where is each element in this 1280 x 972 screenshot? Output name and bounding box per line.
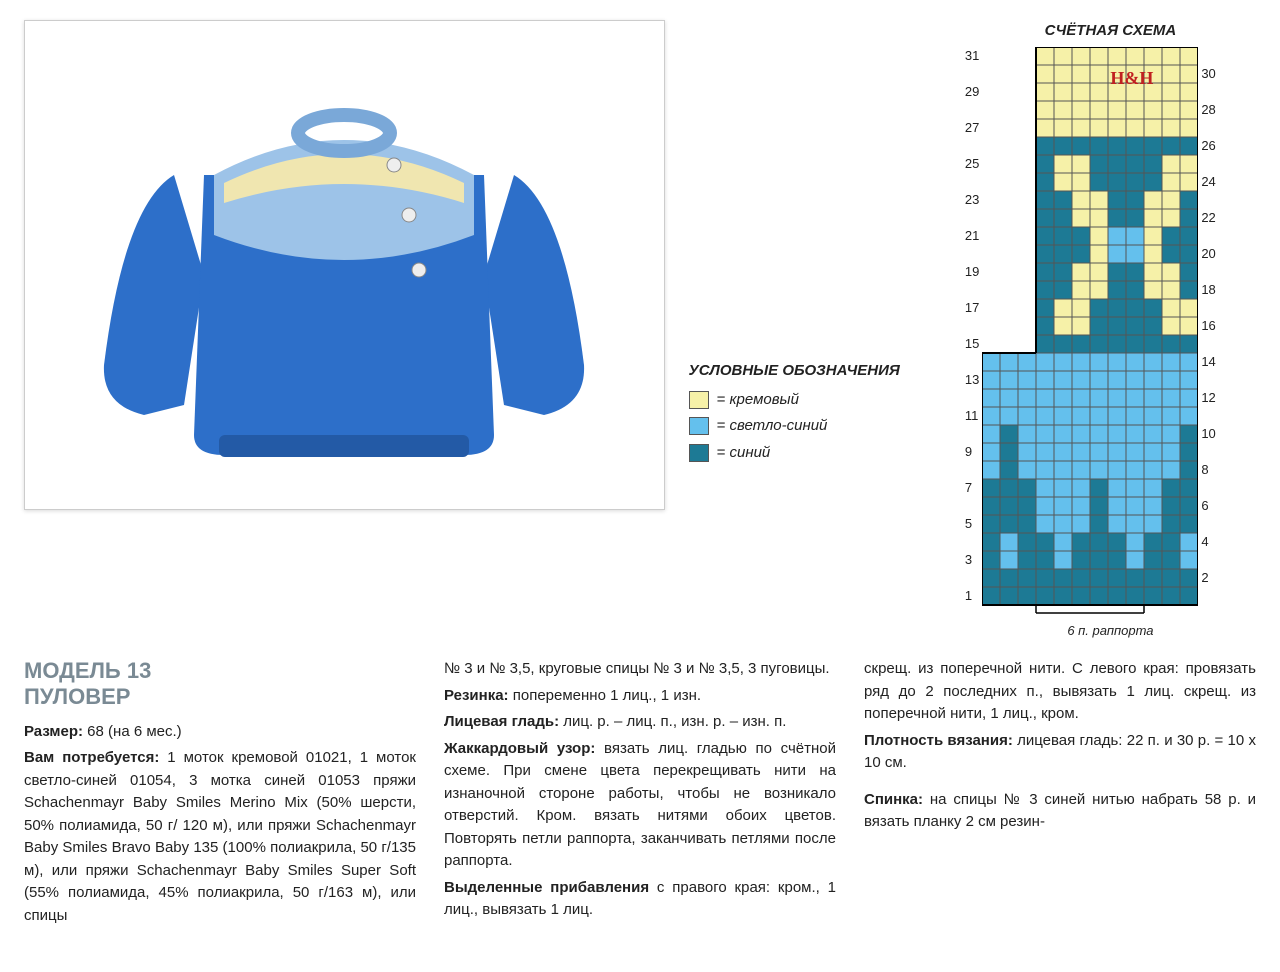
p-increases: Выделенные прибавления с правого края: к… xyxy=(444,877,836,922)
p-materials: Вам потребуется: 1 моток кремовой 01021,… xyxy=(24,747,416,927)
p-needles: № 3 и № 3,5, круговые спицы № 3 и № 3,5,… xyxy=(444,658,836,681)
p-back: Спинка: на спицы № 3 синей нитью набрать… xyxy=(864,789,1256,834)
legend-title: УСЛОВНЫЕ ОБОЗНАЧЕНИЯ xyxy=(689,360,941,383)
legend-item: = кремовый xyxy=(689,389,941,412)
counting-chart: 312927252321191715131197531 H&H 30282624… xyxy=(965,47,1256,619)
product-photo xyxy=(24,20,665,510)
legend-item: = синий xyxy=(689,442,941,465)
p-rib: Резинка: попеременно 1 лиц., 1 изн. xyxy=(444,685,836,708)
p-left-edge: скрещ. из поперечной нити. С левого края… xyxy=(864,658,1256,726)
p-gauge: Плотность вязания: лицевая гладь: 22 п. … xyxy=(864,730,1256,775)
legend-item: = светло-синий xyxy=(689,415,941,438)
p-stockinette: Лицевая гладь: лиц. р. – лиц. п., изн. р… xyxy=(444,711,836,734)
rapport-label: 6 п. раппорта xyxy=(965,621,1256,641)
watermark: H&H xyxy=(1110,65,1153,92)
p-jacquard: Жаккардовый узор: вязать лиц. гладью по … xyxy=(444,738,836,873)
chart-title: СЧЁТНАЯ СХЕМА xyxy=(965,20,1256,43)
model-title: МОДЕЛЬ 13ПУЛОВЕР xyxy=(24,658,416,711)
p-size: Размер: 68 (на 6 мес.) xyxy=(24,721,416,744)
